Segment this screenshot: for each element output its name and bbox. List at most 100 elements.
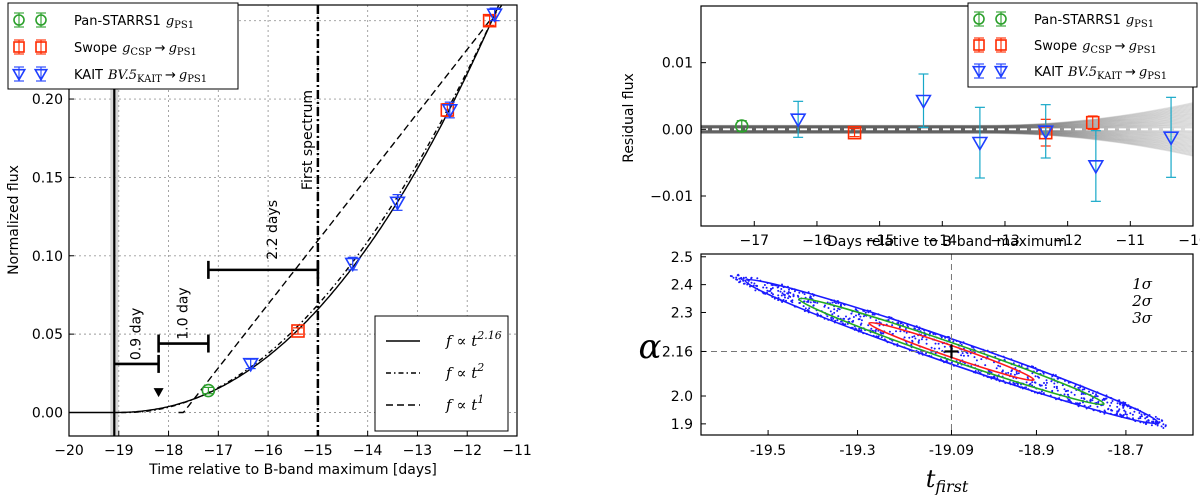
sample-dot [1056, 389, 1059, 392]
residual-x-axis-label: Days relative to B-band maximum [827, 234, 1067, 250]
sample-dot [738, 277, 741, 280]
circle-marker [201, 383, 216, 398]
sample-dot [1123, 409, 1126, 412]
sample-dot [940, 336, 943, 339]
sample-dot [788, 288, 790, 291]
posterior-draw [701, 121, 1194, 129]
first-spectrum-label: First spectrum [300, 90, 316, 190]
posterior-draw [701, 113, 1194, 128]
legend-marker-kait [971, 63, 1009, 79]
sample-dot [1034, 375, 1037, 378]
sample-dot [783, 293, 786, 296]
sample-dot [1095, 395, 1098, 397]
sample-dot [808, 307, 811, 310]
sample-dot [1056, 377, 1059, 380]
posterior-draw [701, 132, 1194, 154]
posterior-draw [701, 110, 1194, 128]
posterior-draw [701, 109, 1194, 127]
sample-dot [1139, 415, 1142, 418]
sample-dot [783, 290, 786, 293]
sample-dot [925, 342, 928, 345]
posterior-draw [701, 111, 1194, 128]
contour-ring [868, 321, 1035, 382]
sample-dot [999, 365, 1002, 368]
x-tick-label: −13 [990, 233, 1020, 249]
y-tick-label: 0.10 [32, 249, 63, 265]
sample-dot [827, 307, 830, 309]
sample-dot [816, 312, 819, 315]
sample-dot [1162, 427, 1165, 429]
sample-dot [943, 345, 946, 348]
square-marker [35, 41, 47, 53]
triangle-marker [915, 94, 932, 110]
sample-dot [891, 324, 894, 327]
posterior-draw [701, 131, 1194, 152]
sample-dot [1096, 395, 1099, 398]
sample-dot [920, 338, 923, 341]
y-tick-label: 0.15 [32, 170, 63, 186]
sample-dot [1014, 367, 1017, 369]
sample-dot [888, 330, 891, 333]
sample-dot [753, 282, 756, 285]
sample-dot [772, 293, 774, 296]
sigma-label-2: 2σ [1131, 292, 1153, 310]
x-tick-label: -18.9 [1018, 443, 1054, 459]
triangle-marker [486, 8, 503, 23]
sample-dot [826, 315, 829, 318]
sample-dot [755, 284, 758, 287]
posterior-draw [701, 131, 1194, 151]
sample-dot [1116, 402, 1119, 405]
residual-y-axis-label: Residual flux [621, 73, 637, 163]
sample-dot [1042, 372, 1045, 375]
sample-dot [1147, 419, 1150, 422]
residual-axes-frame [700, 5, 1194, 227]
sample-dot [1118, 408, 1121, 411]
sample-dot [838, 308, 841, 311]
sample-dot [792, 293, 795, 296]
sample-dot [937, 342, 940, 345]
posterior-draw [701, 132, 1194, 153]
sample-dot [1045, 387, 1047, 389]
sample-dot [1080, 397, 1083, 400]
triangle-marker [33, 68, 49, 82]
sample-dot [791, 299, 794, 302]
posterior-draw [701, 108, 1194, 127]
y-tick-label: 0.20 [32, 92, 63, 108]
square-marker [973, 39, 985, 51]
posterior-draw [701, 129, 1194, 137]
y-tick-label: 0.00 [662, 122, 693, 138]
sample-dot [1137, 417, 1140, 420]
residual-panel: −17 −16 −15 −14 −13 −12 −11 −10 0.01 0.00 −0.01 Da… [621, 2, 1200, 250]
sample-dot [1031, 381, 1034, 384]
data-legend: Pan-STARRS1 gPS1 Swope gCSP → gPS1 KAIT BV.5K… [7, 2, 239, 90]
x-tick-label: −18 [154, 443, 184, 459]
sample-dot [966, 352, 969, 355]
interval-label: 0.9 day [128, 308, 144, 360]
sample-dot [913, 327, 916, 330]
sample-dot [739, 280, 742, 283]
triangle-marker [971, 65, 987, 79]
sample-dot [850, 312, 853, 315]
sample-dot [1065, 390, 1068, 392]
legend-marker-panstarrs [13, 12, 47, 28]
posterior-draw [701, 131, 1194, 148]
sample-dot [777, 289, 780, 292]
sample-dot [1009, 373, 1012, 375]
sample-dot [1111, 400, 1114, 402]
posterior-draw [701, 130, 1194, 143]
sample-dot [851, 320, 854, 323]
square-marker [1085, 115, 1100, 130]
x-tick-label: −14 [928, 233, 958, 249]
sample-dot [1103, 409, 1106, 412]
posterior-draw [701, 117, 1194, 129]
posterior-draw [701, 132, 1194, 153]
posterior-draw [701, 131, 1194, 150]
sample-dot [1091, 397, 1094, 400]
sample-dot [823, 305, 826, 308]
sample-dot [1124, 411, 1127, 413]
sample-dot [729, 275, 732, 277]
sample-dot [911, 340, 914, 343]
sample-dot [841, 322, 844, 325]
y-tick-label: 2.5 [671, 250, 693, 266]
residual-legend: Pan-STARRS1 gPS1 Swope gCSP → gPS1 KAIT BV.5K… [967, 2, 1198, 88]
